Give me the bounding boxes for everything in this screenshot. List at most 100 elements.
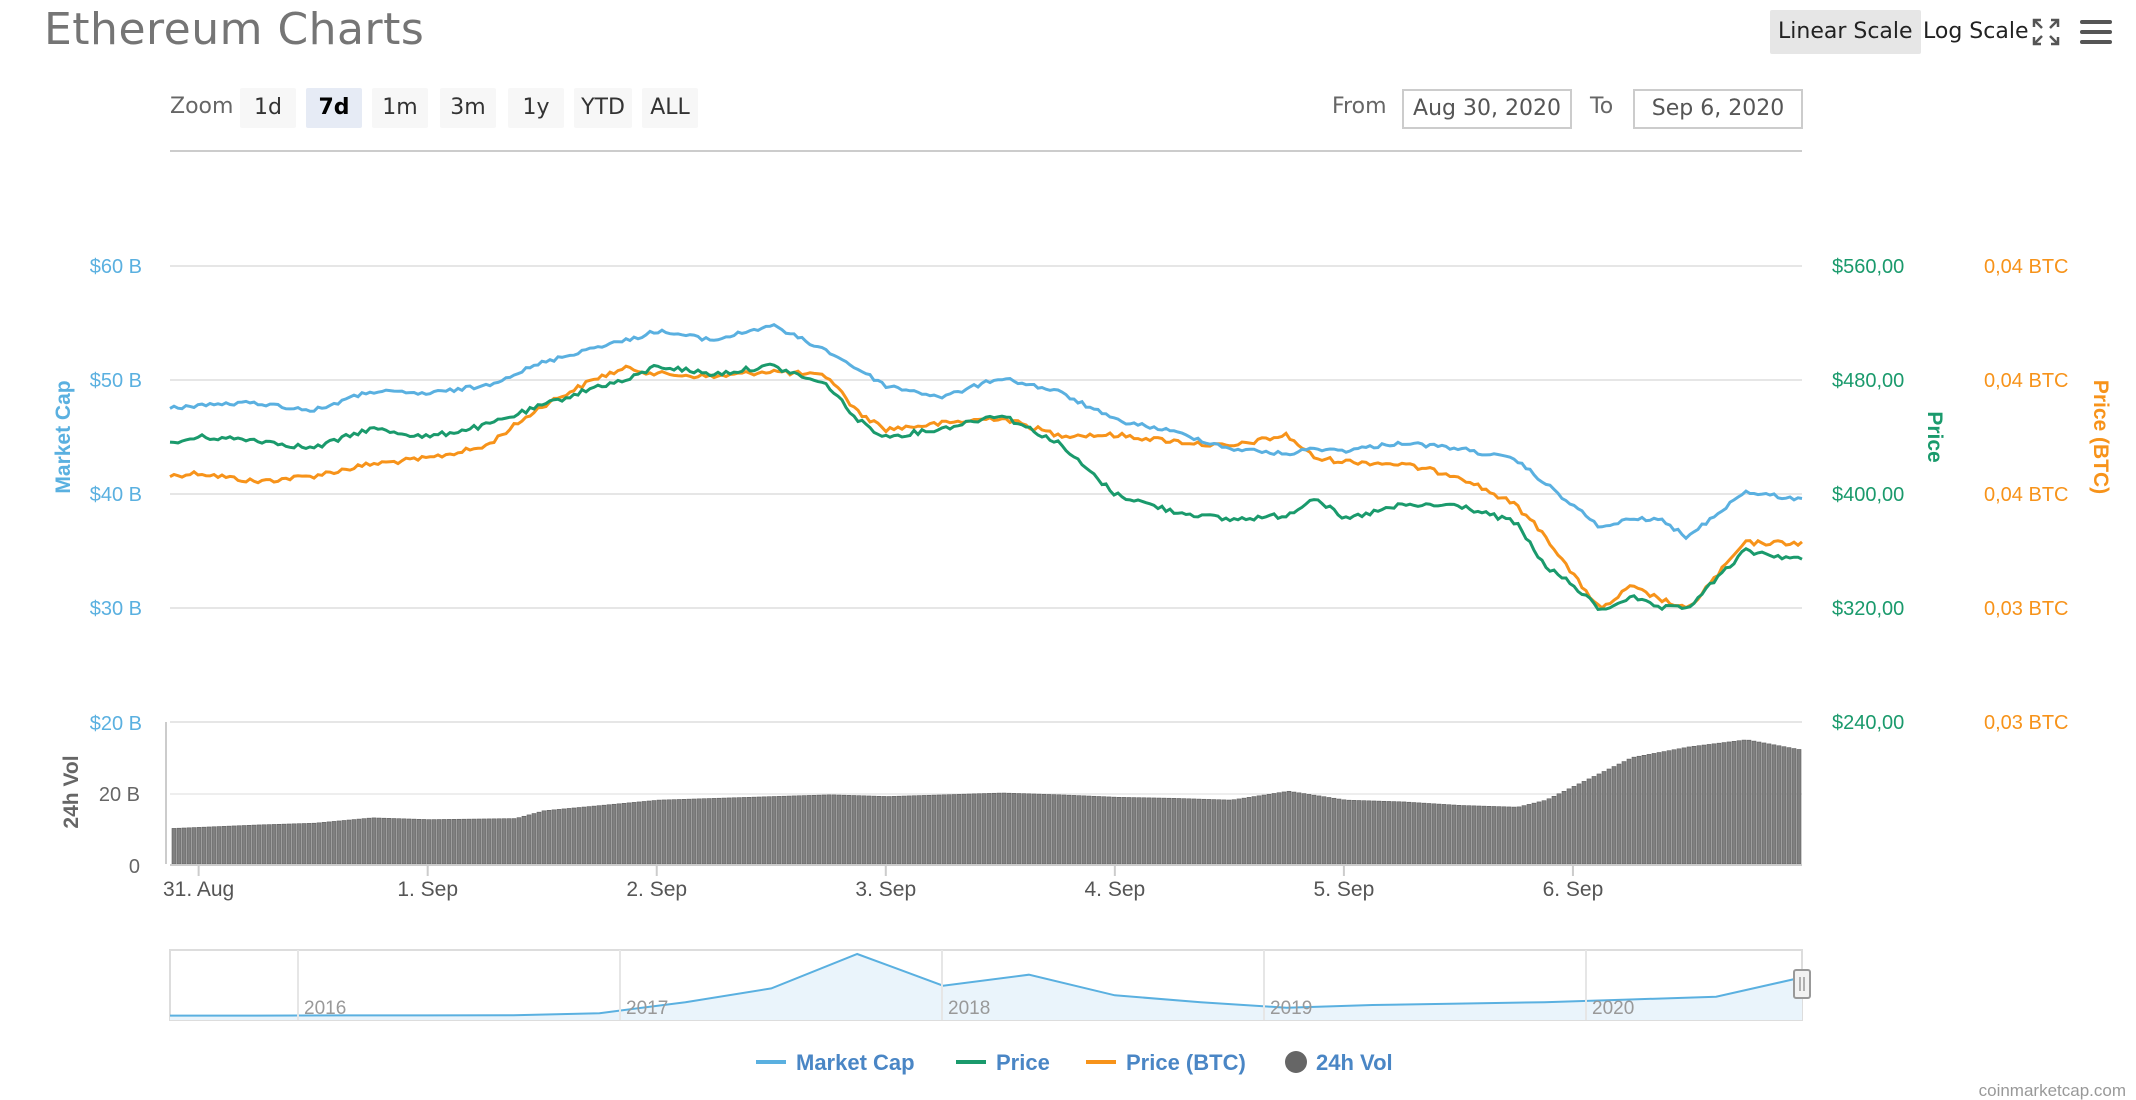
navigator-year-label: 2020 [1592,998,1634,1019]
volume-bar [621,803,627,865]
legend-price-btc[interactable]: Price (BTC) [1086,1050,1246,1075]
x-tick-label: 1. Sep [397,878,458,901]
volume-bar [1036,793,1042,865]
volume-bar [1456,805,1462,865]
volume-bar [1156,797,1162,865]
volume-bar [231,825,237,865]
zoom-ytd-button[interactable]: YTD [574,88,632,128]
volume-bar [221,826,227,865]
volume-bar [1316,795,1322,865]
legend-label: Price [996,1050,1050,1075]
volume-bar [906,795,912,865]
volume-bar [741,797,747,865]
volume-bar [646,800,652,865]
zoom-3m-button[interactable]: 3m [440,88,496,128]
volume-bar [1491,806,1497,865]
volume-bar [1481,805,1487,865]
volume-tick: 20 B [99,784,140,806]
volume-bar [1741,739,1747,865]
fullscreen-icon[interactable] [2030,16,2062,48]
volume-bar [1111,796,1117,865]
volume-bar [441,819,447,865]
zoom-1y-button[interactable]: 1y [508,88,564,128]
volume-bar [1536,801,1542,865]
volume-bar [201,826,207,865]
volume-bar [1641,755,1647,865]
from-label: From [1332,94,1387,119]
volume-bar [1011,793,1017,865]
volume-bar [666,799,672,865]
zoom-all-button[interactable]: ALL [642,88,698,128]
series-line-market-cap [169,323,1803,541]
linear-scale-button[interactable]: Linear Scale [1770,10,1921,54]
page-title: Ethereum Charts [44,4,425,55]
volume-bar [671,799,677,865]
volume-bar [591,805,597,865]
volume-bar [1181,798,1187,865]
volume-bar [1021,793,1027,865]
volume-bar [1341,799,1347,865]
volume-bar [1611,766,1617,865]
volume-bar [1346,799,1352,865]
volume-bar [1476,805,1482,865]
volume-bar [1391,801,1397,865]
legend-price[interactable]: Price [956,1050,1050,1075]
volume-bar [396,818,402,865]
volume-bar [266,824,272,865]
market-cap-tick: $60 B [90,256,142,278]
legend-market-cap[interactable]: Market Cap [756,1050,915,1075]
volume-bar [596,805,602,865]
volume-bar [946,794,952,865]
volume-bar [456,818,462,865]
volume-bar [851,795,857,865]
volume-bar [1286,790,1292,865]
volume-bar [786,795,792,865]
to-date-input[interactable]: Sep 6, 2020 [1633,89,1803,129]
price-btc-tick: 0,03 BTC [1984,712,2068,734]
volume-bar [806,795,812,865]
zoom-1m-button[interactable]: 1m [372,88,428,128]
hamburger-menu-icon[interactable] [2078,14,2114,50]
volume-bar [286,823,292,865]
price-btc-tick: 0,04 BTC [1984,370,2068,392]
volume-bar [216,826,222,865]
volume-bar [921,795,927,865]
volume-bar [1541,800,1547,865]
volume-bar [526,814,532,865]
volume-bar [656,799,662,865]
volume-bar [581,806,587,865]
price-btc-tick: 0,03 BTC [1984,598,2068,620]
volume-bar [1031,793,1037,865]
volume-bar [861,795,867,865]
volume-bar [1471,805,1477,865]
from-date-input[interactable]: Aug 30, 2020 [1402,89,1572,129]
volume-bar [1321,796,1327,865]
volume-bar [486,818,492,865]
volume-bar [291,823,297,865]
volume-bar [361,818,367,865]
volume-bar [466,818,472,865]
volume-bar [1571,786,1577,865]
volume-bar [961,793,967,865]
series-line-price [169,362,1803,612]
volume-bar [366,817,372,865]
log-scale-button[interactable]: Log Scale [1923,19,2029,44]
volume-bar [1561,791,1567,865]
volume-bar [551,809,557,865]
volume-bar [371,817,377,865]
legend-label: Price (BTC) [1126,1050,1246,1075]
volume-bar [1246,797,1252,865]
volume-bar [826,794,832,865]
legend-24h-vol[interactable]: 24h Vol [1285,1050,1393,1075]
volume-bar [676,799,682,865]
price-tick: $240,00 [1832,712,1904,734]
volume-bar [856,795,862,865]
volume-bar [1306,794,1312,865]
zoom-1d-button[interactable]: 1d [240,88,296,128]
zoom-7d-button[interactable]: 7d [306,88,362,128]
volume-bar [1796,749,1802,865]
navigator-handle[interactable] [1793,969,1811,999]
market-cap-tick: $30 B [90,598,142,620]
volume-bar [1121,797,1127,865]
volume-bar [1431,803,1437,865]
